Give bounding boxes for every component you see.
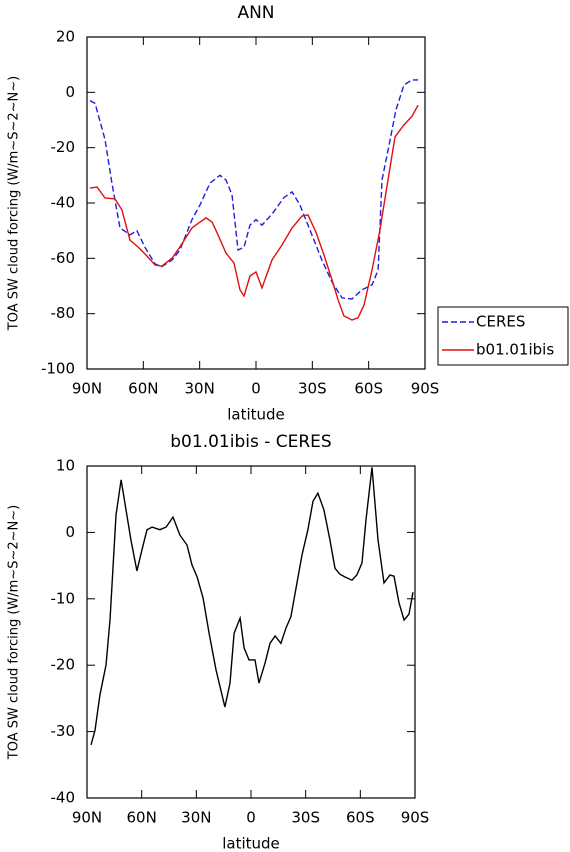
x-tick-label: 90S	[401, 809, 430, 827]
y-axis-label: TOA SW cloud forcing (W/m~S~2~N~)	[7, 505, 22, 760]
plot-frame	[86, 36, 426, 370]
data-line	[89, 79, 419, 300]
y-tick-label: -20	[51, 656, 76, 674]
x-tick-label: 60N	[128, 380, 158, 398]
y-tick-label: -40	[51, 194, 76, 212]
y-tick-label: -80	[51, 304, 76, 322]
y-tick-label: -60	[51, 249, 76, 267]
x-tick-label: 30S	[298, 380, 327, 398]
x-axis-label: latitude	[227, 406, 285, 424]
x-tick-label: 60N	[127, 809, 157, 827]
x-tick-label: 90S	[411, 380, 440, 398]
y-tick-label: -10	[51, 589, 76, 607]
x-tick-label: 0	[246, 809, 256, 827]
data-line	[90, 467, 414, 746]
x-tick-label: 30N	[185, 380, 215, 398]
x-tick-label: 90N	[72, 809, 102, 827]
y-tick-label: 0	[65, 83, 75, 101]
y-tick-label: -30	[51, 722, 76, 740]
y-tick-label: -20	[51, 138, 76, 156]
x-axis-label: latitude	[222, 835, 280, 852]
x-tick-label: 30N	[181, 809, 211, 827]
y-tick-label: -100	[41, 360, 75, 378]
legend-box	[437, 306, 569, 366]
y-tick-label: -40	[51, 789, 76, 807]
y-tick-label: 20	[56, 28, 75, 46]
x-tick-label: 0	[251, 380, 261, 398]
x-tick-label: 60S	[354, 380, 383, 398]
legend-label: b01.01ibis	[476, 341, 554, 359]
x-tick-label: 60S	[346, 809, 375, 827]
data-line	[89, 104, 419, 321]
chart-title: ANN	[237, 3, 274, 23]
chart-title: b01.01ibis - CERES	[170, 432, 331, 452]
x-tick-label: 30S	[291, 809, 320, 827]
y-tick-label: 0	[65, 523, 75, 541]
y-axis-label: TOA SW cloud forcing (W/m~S~2~N~)	[7, 76, 22, 331]
legend-label: CERES	[476, 313, 525, 331]
x-tick-label: 90N	[72, 380, 102, 398]
y-tick-label: 10	[56, 457, 75, 475]
